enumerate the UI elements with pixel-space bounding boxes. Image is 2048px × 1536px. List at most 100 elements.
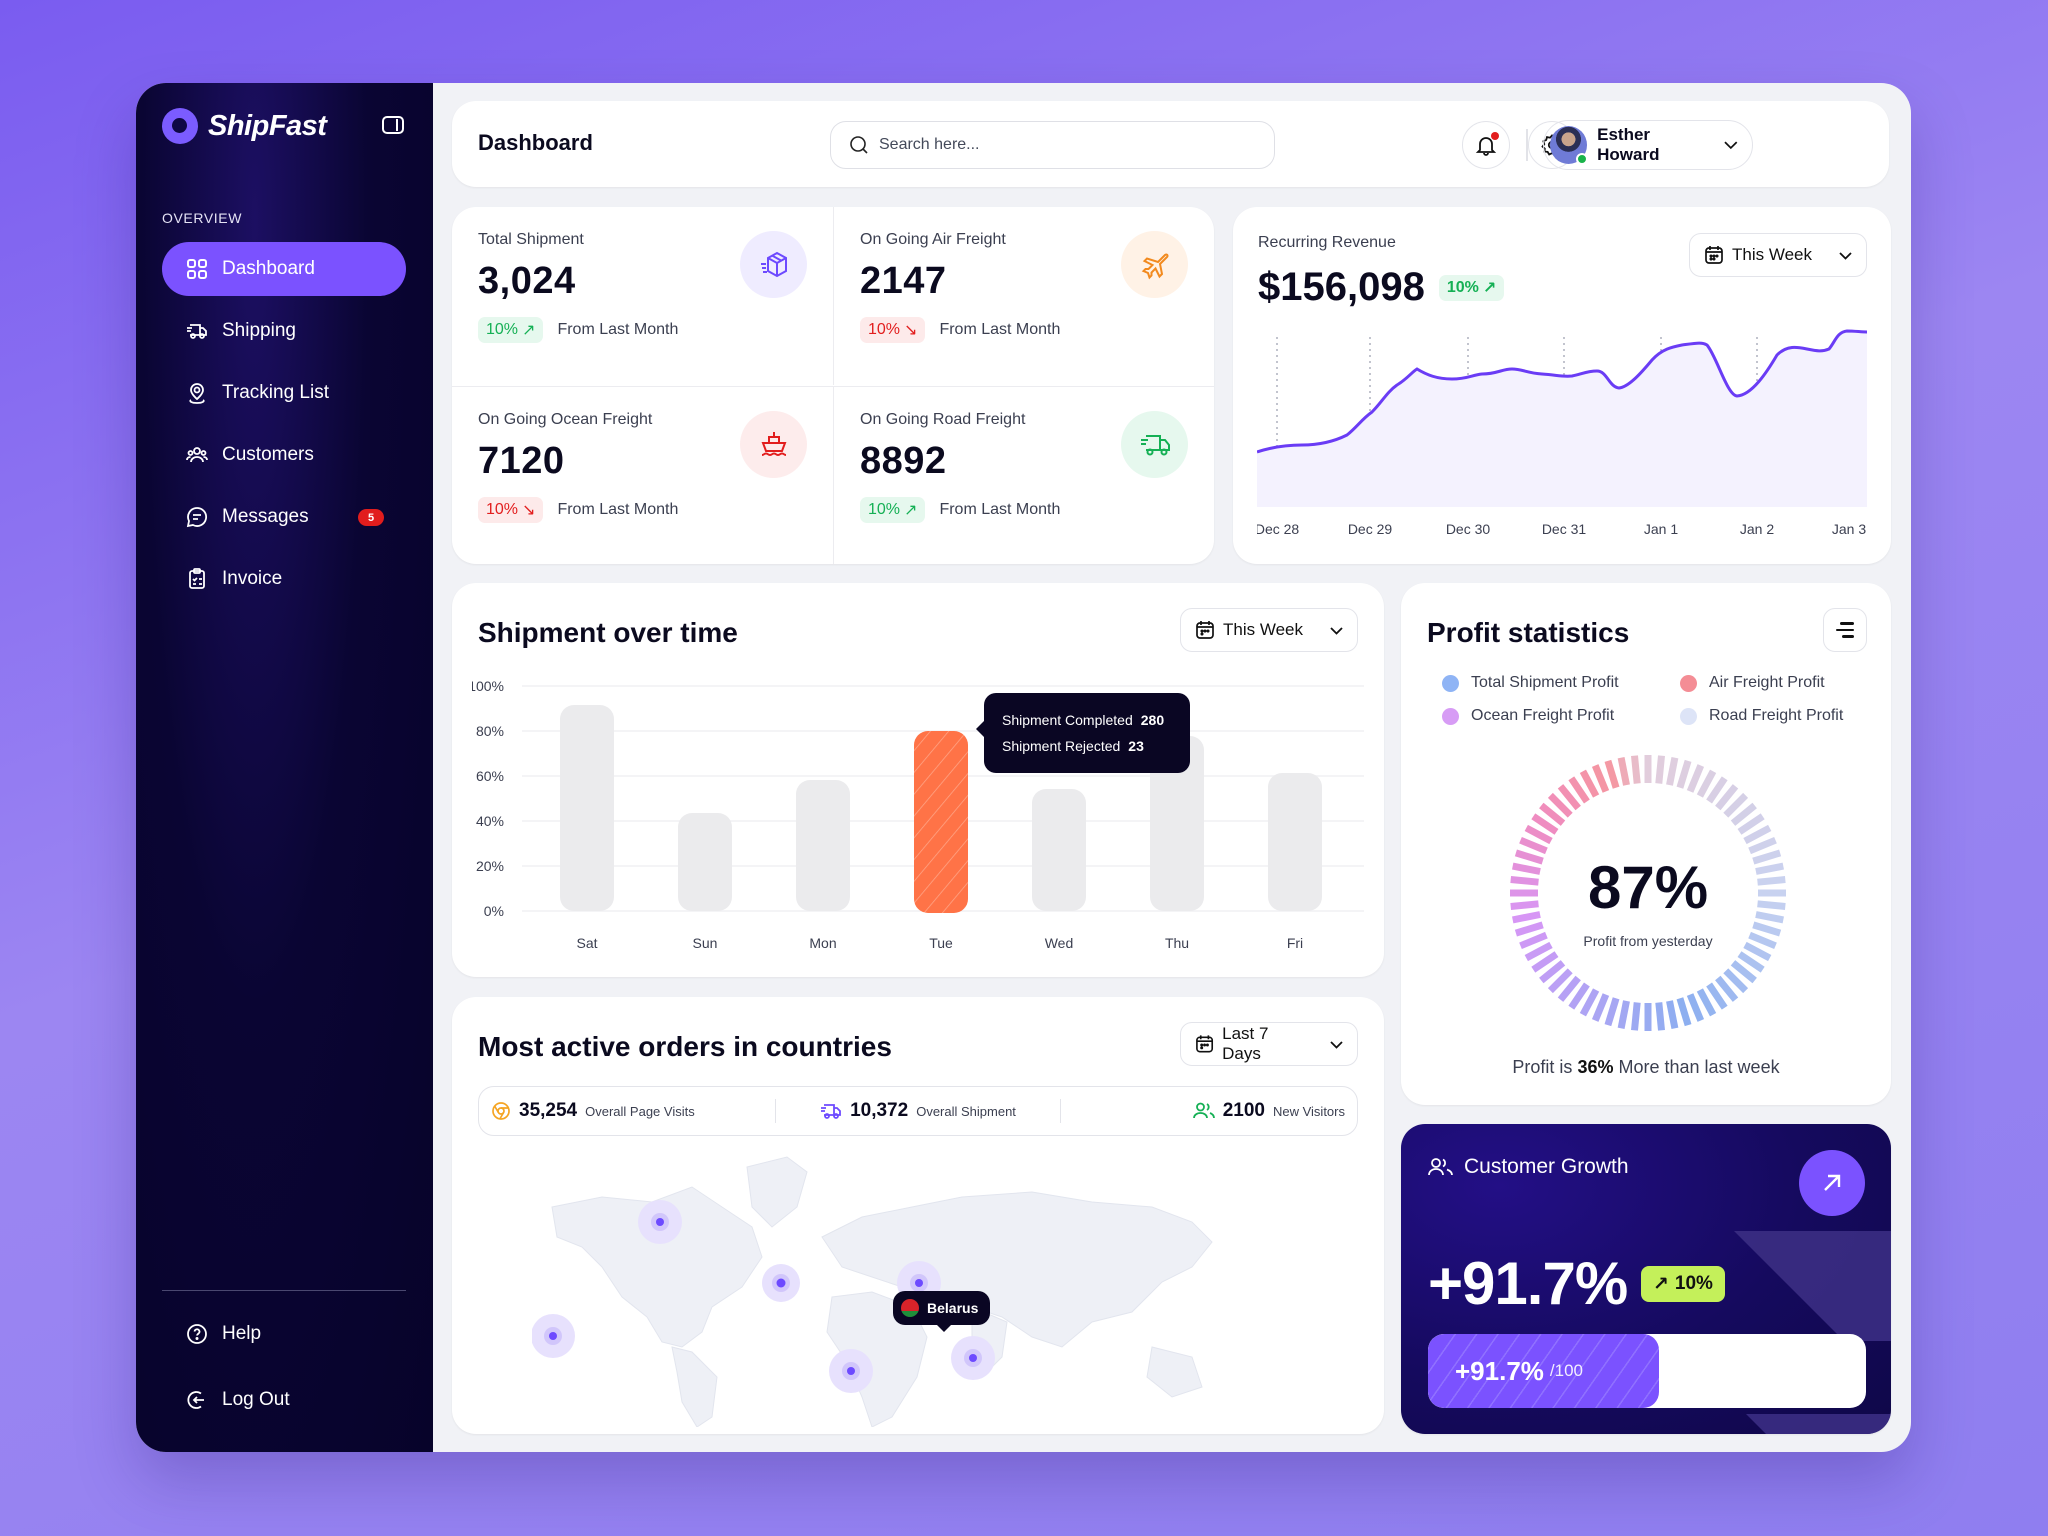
notifications-button[interactable] <box>1462 121 1510 169</box>
x-tick: Dec 31 <box>1542 521 1587 537</box>
user-name: Esther Howard <box>1597 125 1660 164</box>
messages-badge: 5 <box>358 509 384 526</box>
help-circle-icon <box>186 1323 208 1345</box>
legend-item: Total Shipment Profit <box>1442 674 1680 692</box>
growth-title: Customer Growth <box>1428 1155 1629 1179</box>
stat-value: 8892 <box>860 440 947 482</box>
arrow-down-right-icon: ↘ <box>522 502 536 519</box>
svg-text:Fri: Fri <box>1287 935 1303 951</box>
stat-foot: From Last Month <box>939 321 1061 338</box>
sidebar-item-messages[interactable]: Messages 5 <box>162 490 406 544</box>
chart-legend: Total Shipment Profit Air Freight Profit… <box>1442 674 1862 725</box>
section-label: OVERVIEW <box>162 210 243 226</box>
change-badge-up: 10% ↗ <box>478 317 544 343</box>
x-tick: Dec 30 <box>1446 521 1491 537</box>
country-tooltip: Belarus <box>893 1291 991 1332</box>
svg-text:20%: 20% <box>476 858 504 874</box>
sidebar-toggle-icon[interactable] <box>382 116 404 134</box>
svg-text:Sat: Sat <box>576 935 597 951</box>
sidebar-item-label: Shipping <box>222 320 296 341</box>
sidebar-item-help[interactable]: Help <box>162 1305 406 1363</box>
orders-summary-bar: 35,254 Overall Page Visits 10,372 Overall … <box>478 1086 1358 1136</box>
user-menu[interactable]: Esther Howard <box>1543 120 1753 170</box>
stat-label: Total Shipment <box>478 231 584 248</box>
svg-text:Thu: Thu <box>1165 935 1189 951</box>
filter-button[interactable] <box>1823 608 1867 652</box>
growth-change-badge: ↗ 10% <box>1641 1266 1725 1302</box>
x-tick: Dec 28 <box>1257 521 1299 537</box>
calendar-icon <box>1705 246 1723 264</box>
customer-growth-card: Customer Growth +91.7% ↗ 10% +91.7%/100 <box>1401 1124 1891 1434</box>
avatar <box>1550 126 1589 165</box>
logout-icon <box>186 1389 208 1411</box>
shipment-bar-chart: 0% 20% 40% 60% 80% 100% Sat <box>472 678 1364 951</box>
search-input[interactable]: Search here... <box>830 121 1275 169</box>
calendar-icon <box>1196 621 1214 639</box>
stat-foot: From Last Month <box>557 501 679 518</box>
chevron-down-icon <box>1316 1034 1343 1054</box>
profit-statistics-card: Profit statistics Total Shipment Profit … <box>1401 583 1891 1105</box>
grid-icon <box>186 258 208 280</box>
sidebar-item-shipping[interactable]: Shipping <box>162 304 406 358</box>
revenue-value: $156,098 10% ↗ <box>1258 265 1505 310</box>
gauge-value: 87% <box>1587 854 1709 921</box>
stat-label: On Going Road Freight <box>860 411 1026 428</box>
revenue-range-dropdown[interactable]: This Week <box>1689 233 1867 277</box>
search-icon <box>850 136 868 154</box>
truck-icon <box>186 320 208 342</box>
change-badge-up: 10% ↗ <box>1438 274 1505 301</box>
active-orders-card: Most active orders in countries Last 7 D… <box>452 997 1384 1434</box>
sidebar-nav: Dashboard Shipping Tracking List Custome… <box>162 242 406 614</box>
sidebar-item-label: Customers <box>222 444 314 465</box>
x-tick: Jan 2 <box>1740 521 1774 537</box>
chat-icon <box>186 506 208 528</box>
sidebar-item-customers[interactable]: Customers <box>162 428 406 482</box>
shipment-range-dropdown[interactable]: This Week <box>1180 608 1358 652</box>
header-divider <box>1526 129 1528 161</box>
logo[interactable]: ShipFast <box>162 108 327 144</box>
users-icon <box>1192 1102 1215 1119</box>
sidebar-item-logout[interactable]: Log Out <box>162 1371 406 1429</box>
growth-progress-bar: +91.7%/100 <box>1428 1334 1866 1408</box>
top-header: Dashboard Search here... Esther Howard <box>452 101 1889 187</box>
shipment-over-time-card: Shipment over time This Week 0% 20% <box>452 583 1384 977</box>
growth-value: +91.7% <box>1428 1250 1628 1317</box>
box-icon <box>740 231 807 298</box>
sidebar-item-label: Messages <box>222 506 309 527</box>
bell-icon <box>1475 137 1497 156</box>
truck-icon <box>821 1104 841 1119</box>
sidebar-item-dashboard[interactable]: Dashboard <box>162 242 406 296</box>
location-pin-icon <box>186 382 208 404</box>
chevron-down-icon <box>1724 140 1738 149</box>
calendar-icon <box>1196 1035 1214 1053</box>
decorative-stripe <box>1746 1414 1891 1434</box>
app-name: ShipFast <box>208 109 327 142</box>
sidebar-item-invoice[interactable]: Invoice <box>162 552 406 606</box>
stat-value: 2147 <box>860 260 947 302</box>
arrow-up-right-icon: ↗ <box>904 502 918 519</box>
x-tick: Jan 3 <box>1832 521 1866 537</box>
svg-text:Mon: Mon <box>809 935 836 951</box>
online-status-dot <box>1576 153 1589 165</box>
stat-value: 7120 <box>478 440 565 482</box>
sidebar-divider <box>162 1290 406 1291</box>
arrow-down-right-icon: ↘ <box>904 322 918 339</box>
card-title: Most active orders in countries <box>478 1031 892 1062</box>
notification-dot <box>1491 132 1499 140</box>
highlighted-bar <box>914 731 968 913</box>
stat-label: On Going Air Freight <box>860 231 1006 248</box>
sidebar-item-tracking-list[interactable]: Tracking List <box>162 366 406 420</box>
card-title: Shipment over time <box>478 617 738 648</box>
clipboard-icon <box>186 568 208 590</box>
orders-range-dropdown[interactable]: Last 7 Days <box>1180 1022 1358 1066</box>
svg-text:80%: 80% <box>476 723 504 739</box>
summary-page-visits: 35,254 Overall Page Visits <box>491 1100 775 1122</box>
stat-road-freight: On Going Road Freight 8892 10% ↗ From Las… <box>833 386 1214 564</box>
sidebar-bottom-nav: Help Log Out <box>162 1305 406 1437</box>
arrow-up-right-icon: ↗ <box>522 322 536 339</box>
chevron-down-icon <box>1316 620 1343 640</box>
stat-air-freight: On Going Air Freight 2147 10% ↘ From Last… <box>833 207 1214 385</box>
change-badge-down: 10% ↘ <box>478 497 544 523</box>
open-growth-button[interactable] <box>1799 1150 1865 1216</box>
decorative-stripe <box>1734 1231 1891 1341</box>
